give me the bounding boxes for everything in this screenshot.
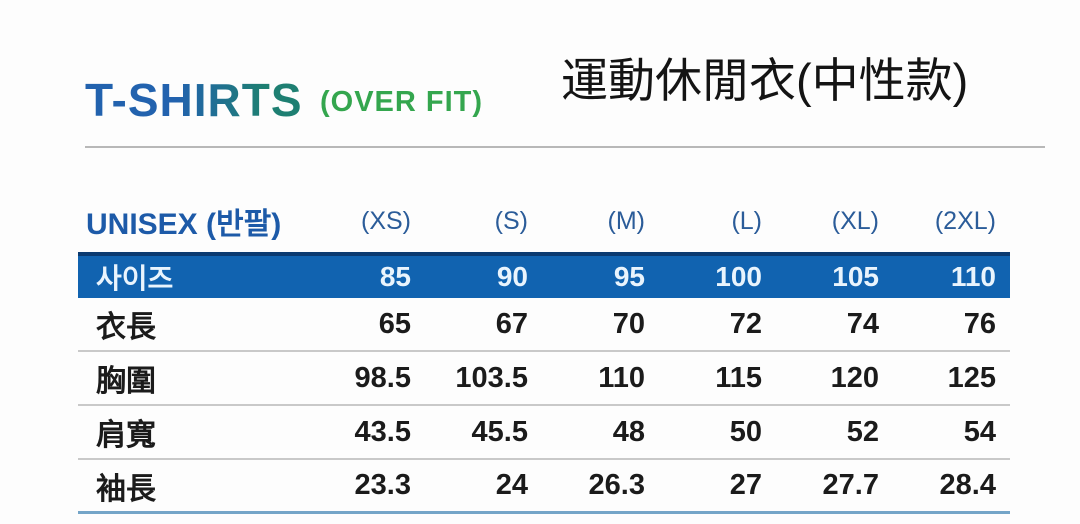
fit-type-label: (OVER FIT) bbox=[320, 86, 484, 118]
measurement-value: 70 bbox=[612, 307, 645, 340]
measurement-value: 50 bbox=[729, 415, 762, 448]
row-label-shoulder: 肩寬 bbox=[96, 419, 156, 452]
measurement-value: 74 bbox=[846, 307, 879, 340]
page-title-chinese: 運動休閒衣(中性款) bbox=[561, 54, 969, 107]
size-code-xl: (XL) bbox=[831, 206, 879, 235]
measurement-value: 65 bbox=[378, 307, 411, 340]
size-code-l: (L) bbox=[731, 206, 762, 235]
measurement-value: 48 bbox=[612, 415, 645, 448]
size-chart-table: UNISEX (반팔) (XS) (S) (M) (L) (XL) (2XL) … bbox=[78, 190, 1010, 514]
measurement-value: 52 bbox=[846, 415, 879, 448]
measurement-value: 67 bbox=[495, 307, 528, 340]
row-label-body-length: 衣長 bbox=[96, 311, 156, 344]
size-value: 85 bbox=[379, 261, 411, 292]
measurement-value: 23.3 bbox=[354, 469, 411, 501]
size-value: 95 bbox=[613, 261, 645, 292]
table-row-size: 사이즈 85 90 95 100 105 110 bbox=[78, 252, 1010, 298]
measurement-value: 125 bbox=[947, 361, 996, 394]
row-label-chest: 胸圍 bbox=[96, 365, 156, 398]
measurement-value: 72 bbox=[729, 307, 762, 340]
measurement-value: 27.7 bbox=[822, 469, 879, 501]
measurement-value: 27 bbox=[729, 469, 762, 501]
size-code-header-row: UNISEX (반팔) (XS) (S) (M) (L) (XL) (2XL) bbox=[78, 190, 1010, 252]
size-code-s: (S) bbox=[494, 206, 528, 235]
table-row-sleeve: 袖長 23.3 24 26.3 27 27.7 28.4 bbox=[78, 460, 1010, 514]
page-title: T-SHIRTS bbox=[85, 74, 303, 126]
title-divider bbox=[85, 146, 1045, 148]
measurement-value: 110 bbox=[598, 361, 645, 394]
measurement-value: 103.5 bbox=[455, 361, 528, 394]
size-value: 90 bbox=[496, 261, 528, 292]
row-label-size: 사이즈 bbox=[96, 263, 174, 294]
measurement-value: 26.3 bbox=[588, 469, 645, 501]
row-label-sleeve: 袖長 bbox=[96, 472, 156, 506]
size-value: 110 bbox=[950, 261, 996, 292]
measurement-value: 98.5 bbox=[354, 361, 411, 394]
size-value: 105 bbox=[832, 261, 879, 292]
measurement-value: 115 bbox=[715, 361, 762, 394]
measurement-value: 45.5 bbox=[471, 415, 528, 448]
measurement-value: 43.5 bbox=[354, 415, 411, 448]
measurement-value: 28.4 bbox=[939, 469, 996, 501]
table-row-body-length: 衣長 65 67 70 72 74 76 bbox=[78, 298, 1010, 352]
size-value: 100 bbox=[715, 261, 762, 292]
table-row-shoulder: 肩寬 43.5 45.5 48 50 52 54 bbox=[78, 406, 1010, 460]
size-code-m: (M) bbox=[607, 206, 645, 235]
measurement-value: 54 bbox=[963, 415, 996, 448]
table-row-chest: 胸圍 98.5 103.5 110 115 120 125 bbox=[78, 352, 1010, 406]
size-code-xs: (XS) bbox=[361, 206, 411, 235]
measurement-value: 120 bbox=[830, 361, 879, 394]
unisex-label: UNISEX (반팔) bbox=[86, 208, 282, 241]
measurement-value: 24 bbox=[495, 469, 528, 501]
size-code-2xl: (2XL) bbox=[934, 206, 996, 235]
measurement-value: 76 bbox=[963, 307, 996, 340]
